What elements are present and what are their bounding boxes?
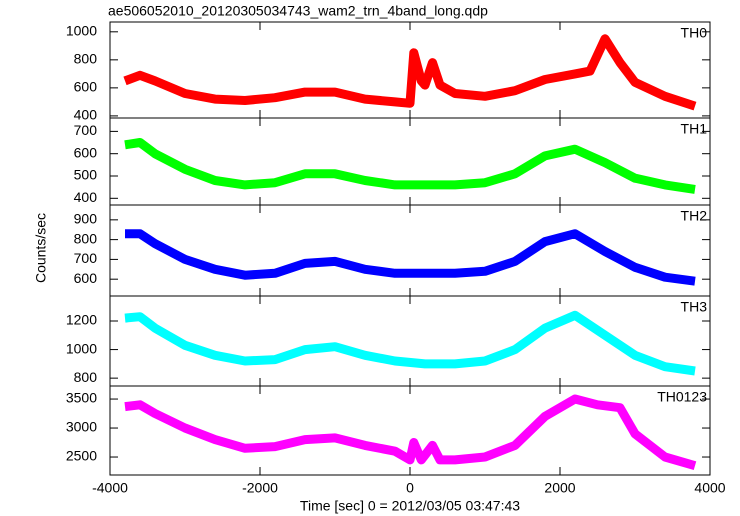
y-tick-label: 3500 xyxy=(66,390,97,406)
y-tick-label: 1000 xyxy=(66,340,97,356)
x-tick-label: 0 xyxy=(406,480,414,496)
y-tick-label: 700 xyxy=(74,122,98,138)
chart-title: ae506052010_20120305034743_wam2_trn_4ban… xyxy=(108,3,488,19)
x-tick-label: 4000 xyxy=(694,480,725,496)
x-tick-label: -4000 xyxy=(92,480,128,496)
y-tick-label: 2500 xyxy=(66,448,97,464)
y-tick-label: 600 xyxy=(74,144,98,160)
y-tick-label: 400 xyxy=(74,107,98,123)
y-tick-label: 400 xyxy=(74,189,98,205)
panel-frame xyxy=(109,117,711,206)
y-tick-label: 800 xyxy=(74,230,98,246)
y-tick-label: 800 xyxy=(74,369,98,385)
light-curve xyxy=(124,394,697,471)
x-axis-label: Time [sec] 0 = 2012/03/05 03:47:43 xyxy=(300,498,520,514)
light-curve xyxy=(124,138,696,194)
y-tick-label: 900 xyxy=(74,211,98,227)
y-tick-label: 500 xyxy=(74,167,98,183)
y-tick-label: 600 xyxy=(74,270,98,286)
y-tick-label: 3000 xyxy=(66,419,97,435)
y-tick-label: 1000 xyxy=(66,23,97,39)
y-axis-label: Counts/sec xyxy=(33,213,49,283)
y-tick-label: 700 xyxy=(74,250,98,266)
panel-label: TH2 xyxy=(681,208,708,224)
panel-label: TH0 xyxy=(681,25,708,41)
x-tick-label: 2000 xyxy=(544,480,575,496)
y-tick-label: 1200 xyxy=(66,312,97,328)
panel-frame xyxy=(109,204,711,297)
panel-label: TH0123 xyxy=(657,389,707,405)
light-curve xyxy=(123,34,697,111)
panel-label: TH3 xyxy=(681,299,708,315)
light-curve xyxy=(125,229,696,286)
light-curve xyxy=(124,310,696,376)
y-tick-label: 800 xyxy=(74,51,98,67)
x-tick-label: -2000 xyxy=(242,480,278,496)
panel-label: TH1 xyxy=(681,121,708,137)
y-tick-label: 600 xyxy=(74,79,98,95)
